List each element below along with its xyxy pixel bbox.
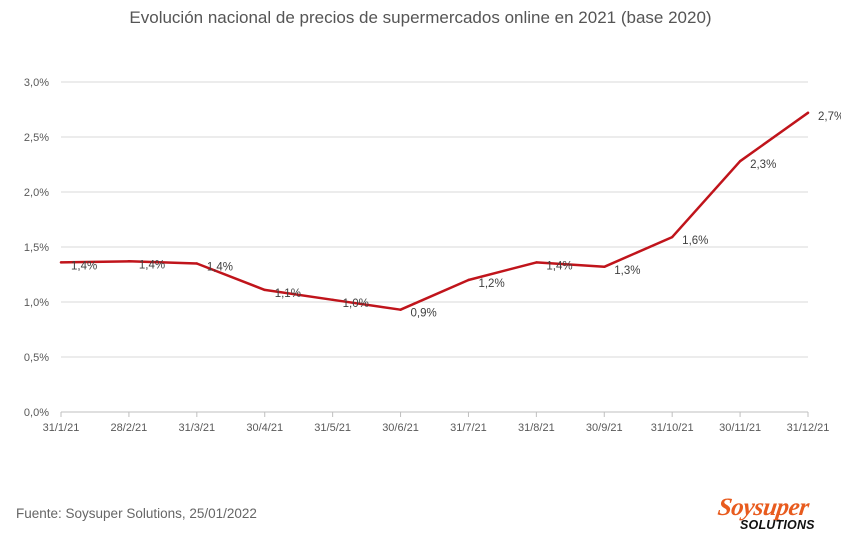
x-tick-label: 30/6/21 [382,422,419,434]
source-note: Fuente: Soysuper Solutions, 25/01/2022 [16,506,257,521]
x-tick-label: 31/10/21 [651,422,694,434]
y-tick-label: 1,5% [24,242,49,254]
data-label: 1,2% [478,278,504,290]
data-label: 1,3% [614,265,640,277]
data-point [59,261,63,264]
series-line-path [59,111,810,311]
x-tick-label: 31/3/21 [178,422,215,434]
data-point [467,278,470,282]
y-tick-label: 0,5% [24,352,49,364]
data-point [670,235,674,239]
data-point [263,288,266,292]
data-label: 2,7% [818,111,841,123]
x-tick-label: 31/7/21 [450,422,487,434]
data-point [603,265,606,268]
data-point [535,261,538,264]
chart-title: Evolución nacional de precios de superme… [129,8,712,27]
x-tick-label: 30/11/21 [719,422,761,434]
y-tick-label: 2,0% [24,187,49,199]
y-tick-label: 2,5% [24,132,49,144]
x-tick-label: 31/5/21 [314,422,351,434]
data-point [738,160,742,163]
data-label: 2,3% [750,159,776,171]
x-tick-label: 31/12/21 [787,422,830,434]
data-label: 1,4% [546,260,572,272]
y-tick-label: 1,0% [24,297,49,309]
data-label: 1,0% [343,298,369,310]
data-point [195,262,199,265]
x-tick-label: 30/9/21 [586,422,623,434]
data-point [399,308,402,311]
data-label: 1,4% [139,259,165,271]
data-label: 1,1% [275,288,301,300]
series-line [59,111,810,311]
x-axis: 31/1/21 28/2/21 31/3/21 30/4/21 31/5/21 30/6/… [43,411,830,434]
data-label: 1,4% [207,262,233,274]
x-tick-label: 31/1/21 [43,422,80,434]
x-tick-label: 30/4/21 [246,422,283,434]
data-point [806,111,810,115]
y-axis-ticks: 0,0% 0,5% 1,0% 1,5% 2,0% 2,5% 3,0% [24,77,49,419]
data-point [331,298,334,301]
y-tick-label: 0,0% [24,407,49,419]
soysuper-logo: Soysuper SOLUTIONS [716,494,834,538]
y-tick-label: 3,0% [24,77,49,89]
logo-subtitle: SOLUTIONS [740,518,815,532]
data-label: 1,6% [682,235,708,247]
gridlines [61,81,808,358]
data-labels: 1,4% 1,4% 1,4% 1,1% 1,0% 0,9% 1,2% 1,4% 1,3% 1,6%… [71,111,841,320]
data-label: 0,9% [411,308,437,320]
data-label: 1,4% [71,260,97,272]
data-point [127,260,131,263]
x-tick-label: 28/2/21 [111,422,148,434]
x-tick-label: 31/8/21 [518,422,555,434]
